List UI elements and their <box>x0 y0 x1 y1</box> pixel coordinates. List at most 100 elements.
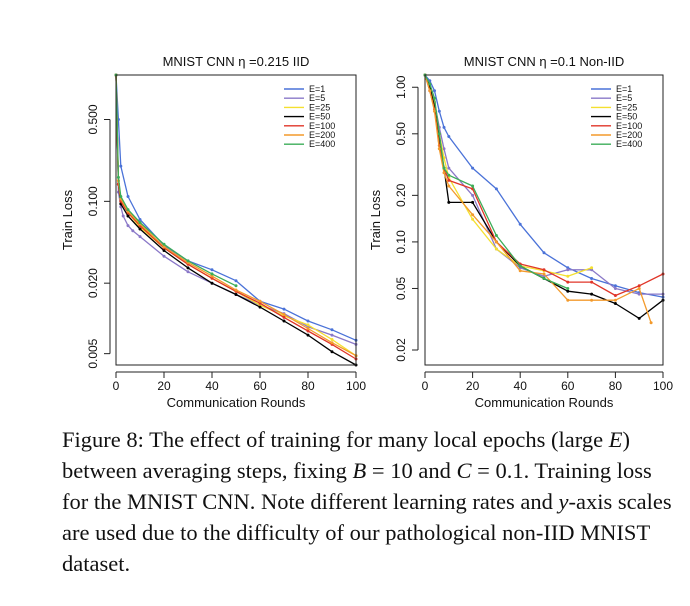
data-point <box>282 313 286 316</box>
data-point <box>613 284 617 288</box>
data-point <box>437 147 441 151</box>
data-point <box>494 247 498 251</box>
data-point <box>282 315 286 319</box>
x-tick-label: 80 <box>301 379 315 393</box>
caption-label: Figure 8: <box>62 427 144 452</box>
legend-entry: E=5 <box>616 93 632 103</box>
data-point <box>210 274 214 278</box>
data-point <box>447 135 451 138</box>
data-point <box>518 269 522 273</box>
series-line <box>115 74 357 360</box>
x-tick-label: 20 <box>466 379 480 393</box>
data-point <box>330 338 334 341</box>
data-point <box>518 264 522 268</box>
data-point <box>542 268 546 272</box>
data-point <box>330 328 334 332</box>
data-point <box>428 89 432 93</box>
data-point <box>138 221 142 224</box>
data-point <box>494 234 498 237</box>
data-point <box>210 276 214 280</box>
data-point <box>590 277 594 280</box>
data-point <box>330 350 334 354</box>
data-point <box>126 195 130 198</box>
data-point <box>637 284 641 288</box>
caption-text-2: ) between averaging steps, fixing <box>62 427 630 483</box>
data-point <box>566 274 570 278</box>
data-point <box>590 298 594 302</box>
data-point <box>613 302 617 305</box>
x-tick-label: 40 <box>514 379 528 393</box>
series-line <box>115 74 357 366</box>
data-point <box>121 214 125 218</box>
caption-eq-1: = 10 and <box>366 458 457 483</box>
data-point <box>471 213 475 217</box>
y-tick-label: 0.005 <box>86 338 100 368</box>
data-point <box>613 287 617 290</box>
series-e-400 <box>114 73 238 288</box>
data-point <box>306 333 310 337</box>
data-point <box>162 254 166 258</box>
data-point <box>433 109 436 113</box>
data-point <box>471 193 475 197</box>
data-point <box>162 245 166 249</box>
legend-entry: E=50 <box>309 112 330 122</box>
y-tick-label: 0.10 <box>394 230 408 254</box>
y-tick-label: 0.50 <box>394 122 408 146</box>
y-tick-label: 0.02 <box>394 338 408 362</box>
data-point <box>428 82 432 86</box>
data-point <box>637 316 641 320</box>
data-point <box>282 307 286 311</box>
legend-entry: E=1 <box>309 84 325 94</box>
data-point <box>637 292 641 296</box>
data-point <box>542 272 546 276</box>
legend-entry: E=200 <box>616 130 642 140</box>
legend-entry: E=25 <box>309 102 330 112</box>
data-point <box>590 280 594 284</box>
data-point <box>566 287 570 290</box>
x-tick-label: 80 <box>609 379 623 393</box>
data-point <box>447 166 451 170</box>
data-point <box>210 281 214 285</box>
data-point <box>138 227 142 231</box>
data-point <box>433 96 436 100</box>
data-point <box>282 319 286 323</box>
chart-title: MNIST CNN η =0.1 Non-IID <box>464 54 625 69</box>
caption-text-4: -axis scales are used due to the difficu… <box>62 489 672 576</box>
y-tick-label: 0.20 <box>394 183 408 207</box>
x-tick-label: 0 <box>422 379 429 393</box>
data-point <box>471 184 475 188</box>
y-tick-label: 1.00 <box>394 75 408 99</box>
data-point <box>447 184 451 188</box>
data-point <box>306 319 310 323</box>
data-point <box>471 217 475 221</box>
legend-entry: E=1 <box>616 84 632 94</box>
plot-frame <box>424 74 664 366</box>
data-point <box>119 164 123 168</box>
data-point <box>234 279 238 283</box>
x-tick-label: 60 <box>561 379 575 393</box>
data-point <box>542 277 546 280</box>
y-tick-label: 0.05 <box>394 276 408 300</box>
caption-text-3: Training loss for the MNIST CNN. Note di… <box>62 458 652 514</box>
y-tick-label: 0.500 <box>86 104 100 134</box>
data-point <box>542 251 546 255</box>
data-point <box>126 214 130 218</box>
y-tick-label: 0.100 <box>86 186 100 216</box>
x-tick-label: 100 <box>346 379 366 393</box>
y-axis-label: Train Loss <box>368 189 383 250</box>
data-point <box>447 178 451 182</box>
data-point <box>126 208 130 212</box>
series-e-400 <box>423 73 570 290</box>
data-point <box>566 280 570 284</box>
data-point <box>186 266 190 270</box>
data-point <box>306 329 310 333</box>
data-point <box>330 341 334 345</box>
data-point <box>494 240 498 244</box>
legend-entry: E=50 <box>616 112 637 122</box>
data-point <box>234 293 238 296</box>
caption-text-1: The effect of training for many local ep… <box>143 427 609 452</box>
data-point <box>119 195 123 198</box>
series-e-200 <box>423 73 653 325</box>
y-axis-label: Train Loss <box>60 189 75 250</box>
